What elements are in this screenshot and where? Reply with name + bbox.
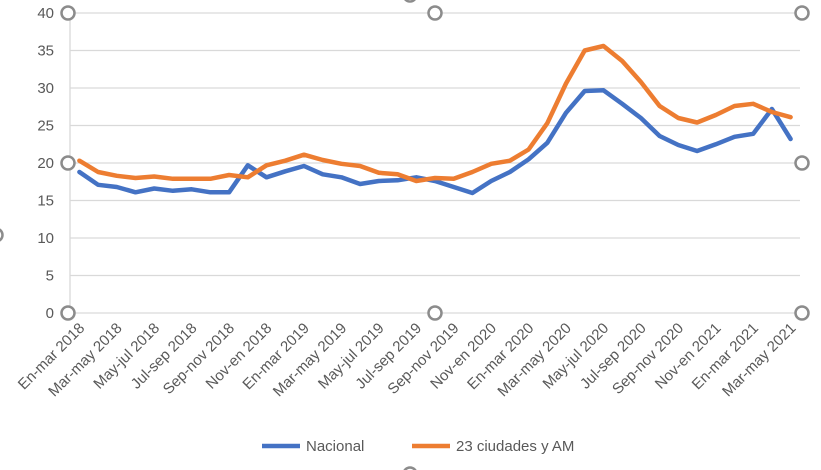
y-tick-label: 40 — [37, 5, 54, 22]
resize-handle[interactable] — [794, 305, 810, 321]
resize-handle[interactable] — [60, 305, 76, 321]
series-line-23-ciudades — [77, 43, 793, 184]
legend-label: Nacional — [306, 438, 364, 455]
y-tick-label: 10 — [37, 230, 54, 247]
y-tick-label: 20 — [37, 155, 54, 172]
gridlines — [69, 12, 800, 314]
resize-handle[interactable] — [794, 155, 810, 171]
legend: Nacional 23 ciudades y AM — [262, 438, 574, 455]
y-tick-label: 5 — [46, 268, 54, 285]
resize-handle[interactable] — [794, 5, 810, 21]
y-tick-label: 25 — [37, 118, 54, 135]
resize-handle[interactable] — [427, 305, 443, 321]
y-tick-label: 35 — [37, 43, 54, 60]
resize-handle[interactable] — [403, 466, 417, 470]
resize-handle[interactable] — [427, 5, 443, 21]
y-tick-label: 0 — [46, 305, 54, 322]
y-tick-label: 30 — [37, 80, 54, 97]
resize-handle[interactable] — [404, 0, 417, 3]
series-lines — [77, 43, 793, 196]
resize-handle[interactable] — [0, 228, 4, 242]
legend-label: 23 ciudades y AM — [456, 438, 574, 455]
y-tick-label: 15 — [37, 193, 54, 210]
resize-handle[interactable] — [60, 155, 76, 171]
series-line-nacional — [77, 88, 793, 196]
y-axis-ticks: 0 5 10 15 20 25 30 35 40 — [37, 5, 54, 322]
resize-handle[interactable] — [60, 5, 76, 21]
